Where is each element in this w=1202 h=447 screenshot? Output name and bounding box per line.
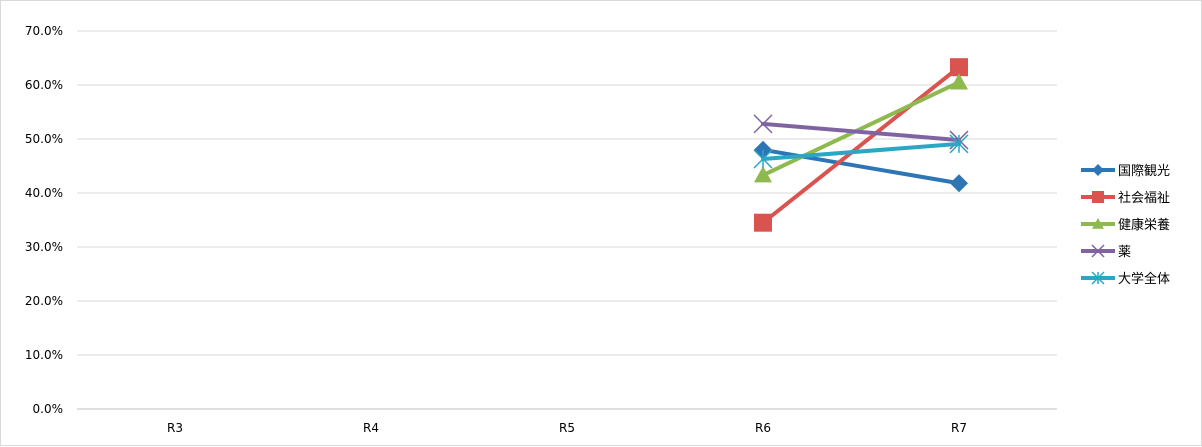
x-tick-label: R5 [559,421,575,435]
legend-label: 薬 [1118,245,1131,260]
data-point [753,149,773,169]
data-point [754,166,772,183]
x-tick-label: R3 [167,421,183,435]
x-tick-label: R7 [951,421,967,435]
series-line [761,141,961,161]
series-1 [754,58,968,232]
series-lines [753,58,969,232]
series-0 [754,140,968,193]
data-point [1092,218,1104,229]
y-tick-label: 20.0% [25,294,63,308]
legend-label: 大学全体 [1118,271,1170,287]
series-line [761,65,961,225]
y-tick-label: 70.0% [25,24,63,38]
data-point [1091,271,1105,285]
data-point [949,134,969,154]
y-tick-label: 60.0% [25,78,63,92]
legend-item: 大学全体 [1081,271,1170,287]
data-point [753,114,773,134]
y-tick-label: 40.0% [25,186,63,200]
legend-item: 社会福祉 [1081,190,1170,206]
legend-label: 健康栄養 [1118,217,1170,233]
legend-label: 社会福祉 [1118,190,1170,206]
x-tick-label: R6 [755,421,771,435]
legend-item: 健康栄養 [1081,217,1170,233]
data-point [950,174,968,193]
legend-item: 薬 [1081,244,1131,260]
y-tick-label: 0.0% [33,402,64,416]
axes: 0.0% 10.0% 20.0% 30.0% 40.0% 50.0% 60.0% 70.0% R… [25,24,1057,435]
data-point [950,58,968,77]
data-point [1092,191,1104,203]
y-tick-label: 50.0% [25,132,63,146]
gridlines [77,30,1057,356]
data-point [1091,244,1105,258]
x-tick-label: R4 [363,421,379,435]
y-tick-label: 10.0% [25,348,63,362]
series-line [761,80,961,178]
data-point [1092,164,1104,176]
data-point [754,213,772,232]
series-2 [754,73,968,183]
series-line [761,121,961,143]
legend-label: 国際観光 [1118,164,1170,179]
data-point [950,73,968,90]
series-4 [753,134,969,169]
y-tick-label: 30.0% [25,240,63,254]
legend-item: 国際観光 [1081,164,1170,179]
